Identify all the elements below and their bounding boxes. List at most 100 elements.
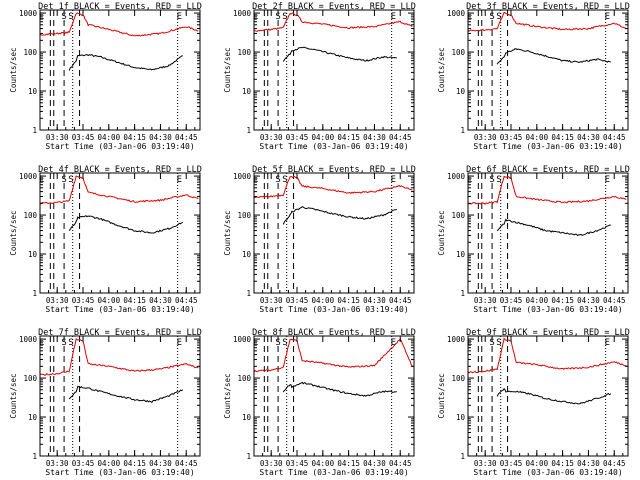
lld-series-line — [467, 337, 627, 374]
y-tick-label: 10 — [28, 413, 38, 422]
event-marker-label: E — [467, 12, 472, 22]
event-marker-label: E — [391, 12, 396, 22]
x-tick-label: 04:00 — [526, 133, 549, 142]
y-tick-label: 1000 — [19, 172, 38, 181]
event-marker-label: S — [275, 12, 280, 22]
x-tick-label: 04:30 — [149, 459, 172, 468]
y-axis-label: Counts/sec — [9, 210, 18, 255]
y-tick-label: 1 — [32, 126, 37, 135]
y-tick-label: 100 — [451, 374, 465, 383]
plot-frame — [467, 335, 629, 457]
chart-panel-6: Det 6f BLACK = Events, RED = LLD 1 10 100 10… — [437, 165, 630, 314]
chart-panel-7: Det 7f BLACK = Events, RED = LLD 1 10 100 10… — [9, 328, 202, 477]
chart-panel-9: Det 9f BLACK = Events, RED = LLD 1 10 100 10… — [437, 328, 630, 477]
event-marker-label: S — [489, 175, 494, 185]
event-marker-label: S — [496, 338, 501, 348]
event-marker-label: E — [253, 175, 258, 185]
chart-title: Det 8f BLACK = Events, RED = LLD — [252, 328, 416, 338]
x-tick-label: 04:00 — [98, 296, 121, 305]
event-marker-label: S — [496, 12, 501, 22]
x-tick-label: 04:30 — [363, 133, 386, 142]
y-tick-label: 10 — [242, 413, 252, 422]
x-tick-label: 03:30 — [46, 459, 69, 468]
x-tick-label: 04:15 — [123, 133, 146, 142]
y-axis-label: Counts/sec — [9, 47, 18, 92]
x-tick-label: 04:00 — [312, 296, 335, 305]
y-tick-label: 1000 — [233, 335, 252, 344]
events-series-line — [282, 206, 397, 225]
event-marker-label: E — [605, 338, 610, 348]
lld-series-line — [253, 338, 413, 373]
x-tick-label: 04:00 — [312, 133, 335, 142]
event-marker-label: E — [39, 175, 44, 185]
event-marker-label: S — [489, 12, 494, 22]
events-series-line — [68, 215, 183, 234]
chart-title: Det 1f BLACK = Events, RED = LLD — [38, 2, 202, 12]
x-tick-label: 03:45 — [72, 296, 95, 305]
event-marker-label: S — [61, 175, 66, 185]
chart-panel-2: Det 2f BLACK = Events, RED = LLD 1 10 100 10… — [223, 2, 416, 151]
event-marker-label: E — [605, 12, 610, 22]
x-tick-label: 04:00 — [98, 133, 121, 142]
y-tick-label: 100 — [451, 211, 465, 220]
plot-frame — [253, 335, 415, 457]
event-marker-label: S — [282, 338, 287, 348]
x-axis-label: Start Time (03-Jan-06 03:19:40) — [259, 305, 408, 314]
y-tick-label: 1 — [32, 289, 37, 298]
plot-frame — [467, 172, 629, 294]
events-series-line — [282, 381, 397, 397]
y-tick-label: 1 — [460, 452, 465, 461]
y-axis-label: Counts/sec — [223, 373, 232, 418]
lld-series-line — [253, 12, 413, 32]
x-tick-label: 03:45 — [72, 133, 95, 142]
x-tick-label: 04:00 — [98, 459, 121, 468]
y-tick-label: 100 — [237, 374, 251, 383]
y-tick-label: 1 — [246, 126, 251, 135]
y-tick-label: 1000 — [19, 335, 38, 344]
y-axis-label: Counts/sec — [437, 210, 446, 255]
chart-panel-3: Det 3f BLACK = Events, RED = LLD 1 10 100 10… — [437, 2, 630, 151]
event-marker-label: E — [39, 338, 44, 348]
x-tick-label: 04:30 — [149, 296, 172, 305]
y-tick-label: 10 — [456, 250, 466, 259]
x-tick-label: 03:45 — [286, 133, 309, 142]
event-marker-label: E — [177, 338, 182, 348]
x-tick-label: 04:00 — [526, 296, 549, 305]
x-tick-label: 04:00 — [312, 459, 335, 468]
y-tick-label: 1 — [246, 289, 251, 298]
x-axis-label: Start Time (03-Jan-06 03:19:40) — [259, 468, 408, 477]
x-axis-label: Start Time (03-Jan-06 03:19:40) — [259, 142, 408, 151]
x-tick-label: 03:30 — [474, 459, 497, 468]
y-axis-label: Counts/sec — [223, 210, 232, 255]
y-tick-label: 1000 — [447, 335, 466, 344]
x-tick-label: 04:45 — [175, 133, 198, 142]
plot-frame — [39, 172, 201, 294]
x-tick-label: 03:45 — [286, 459, 309, 468]
x-tick-label: 03:30 — [46, 133, 69, 142]
event-marker-label: S — [61, 338, 66, 348]
x-tick-label: 03:45 — [500, 459, 523, 468]
event-marker-label: E — [253, 338, 258, 348]
x-tick-label: 04:45 — [603, 133, 626, 142]
x-tick-label: 04:45 — [175, 459, 198, 468]
x-tick-label: 04:15 — [551, 133, 574, 142]
x-tick-label: 04:45 — [389, 133, 412, 142]
x-tick-label: 04:30 — [149, 133, 172, 142]
event-marker-label: S — [275, 338, 280, 348]
lld-series-line — [254, 175, 413, 199]
x-tick-label: 04:30 — [577, 296, 600, 305]
chart-title: Det 4f BLACK = Events, RED = LLD — [38, 165, 202, 175]
y-tick-label: 100 — [23, 374, 37, 383]
event-marker-label: E — [39, 12, 44, 22]
lld-series-line — [39, 337, 199, 376]
plot-frame — [467, 9, 629, 131]
y-tick-label: 10 — [28, 87, 38, 96]
chart-title: Det 9f BLACK = Events, RED = LLD — [466, 328, 630, 338]
event-marker-label: E — [605, 175, 610, 185]
event-marker-label: S — [282, 175, 287, 185]
chart-title: Det 6f BLACK = Events, RED = LLD — [466, 165, 630, 175]
event-marker-label: E — [177, 12, 182, 22]
events-series-line — [496, 48, 611, 65]
x-axis-label: Start Time (03-Jan-06 03:19:40) — [45, 468, 194, 477]
